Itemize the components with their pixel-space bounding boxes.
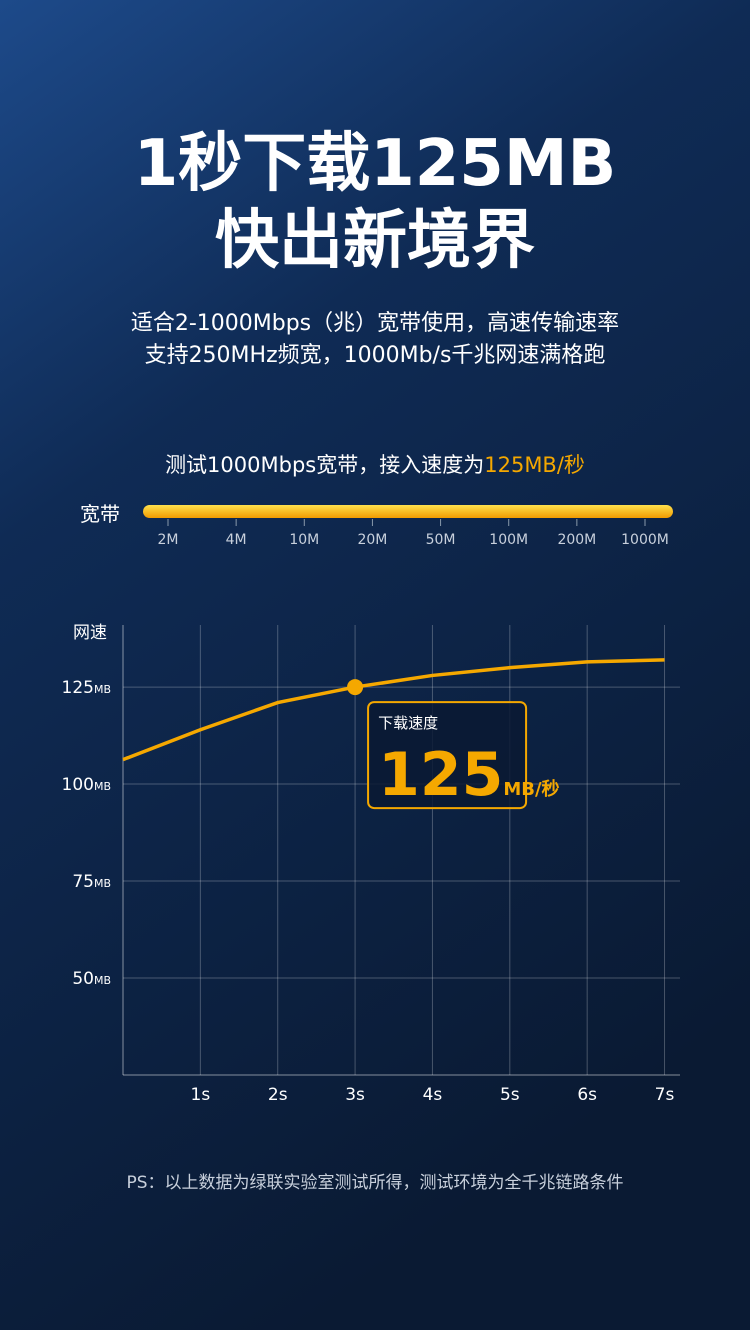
- x-tick-label: 7s: [655, 1085, 675, 1105]
- line: [122, 658, 665, 762]
- annotation-box: [367, 701, 528, 810]
- y-tick-unit: MB: [94, 877, 111, 890]
- y-tick-label: 100MB: [62, 775, 112, 795]
- title: 1秒下载125MB: [134, 127, 617, 201]
- bandwidth-tick-label: 20M: [357, 532, 387, 548]
- annotation-number: 125: [378, 740, 503, 810]
- bandwidth-tick-label: 10M: [289, 532, 319, 548]
- caption-highlight: 125MB/秒: [484, 453, 585, 477]
- x-tick-label: 6s: [577, 1085, 597, 1105]
- bandwidth-tick-label: 2M: [158, 532, 179, 548]
- y-tick-value: 75: [72, 872, 94, 892]
- highlight-point: [347, 679, 364, 696]
- bandwidth-tick-label: 200M: [557, 532, 596, 548]
- annotation-value: 125MB/秒: [378, 740, 559, 810]
- y-tick-value: 100: [62, 775, 94, 795]
- bandwidth-tick-label: 1000M: [621, 532, 669, 548]
- bandwidth-caption: 测试1000Mbps宽带，接入速度为125MB/秒: [165, 453, 585, 477]
- y-tick-unit: MB: [94, 780, 111, 793]
- bandwidth-tick-label: 100M: [489, 532, 528, 548]
- y-tick-value: 125: [62, 678, 94, 698]
- y-tick-label: 75MB: [72, 872, 111, 892]
- annotation-label: 下载速度: [378, 714, 438, 732]
- subtitle: 适合2-1000Mbps（兆）宽带使用，高速传输速率: [131, 311, 619, 336]
- subtitle: 支持250MHz频宽，1000Mb/s千兆网速满格跑: [145, 343, 606, 368]
- bandwidth-tick-label: 4M: [226, 532, 247, 548]
- annotation-unit: MB/秒: [503, 778, 559, 800]
- y-tick-label: 50MB: [72, 969, 111, 989]
- caption-text: 测试1000Mbps宽带，接入速度为: [165, 453, 484, 477]
- footnote: PS：以上数据为绿联实验室测试所得，测试环境为全千兆链路条件: [126, 1173, 623, 1193]
- y-tick-value: 50: [72, 969, 94, 989]
- bandwidth-label: 宽带: [80, 502, 120, 526]
- bandwidth-bar: [143, 505, 673, 518]
- x-tick-label: 3s: [345, 1085, 365, 1105]
- y-axis-label: 网速: [73, 623, 107, 643]
- y-tick-unit: MB: [94, 683, 111, 696]
- title: 快出新境界: [215, 204, 535, 278]
- x-tick-label: 2s: [268, 1085, 288, 1105]
- x-tick-label: 5s: [500, 1085, 520, 1105]
- bandwidth-tick-label: 50M: [426, 532, 456, 548]
- x-tick-label: 1s: [191, 1085, 211, 1105]
- x-tick-label: 4s: [423, 1085, 443, 1105]
- y-tick-unit: MB: [94, 974, 111, 987]
- y-tick-label: 125MB: [62, 678, 112, 698]
